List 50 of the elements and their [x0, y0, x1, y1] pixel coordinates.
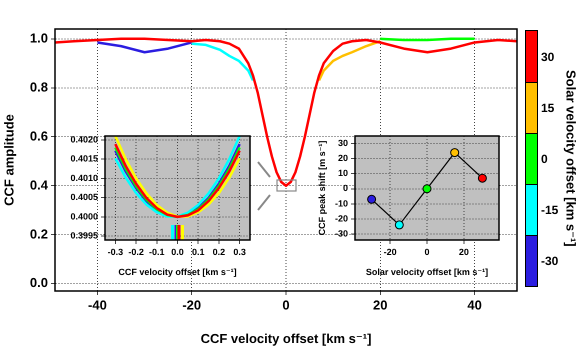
point — [450, 148, 460, 158]
y-tick-label: -10 — [334, 198, 348, 208]
legend-label: 0 — [541, 150, 548, 166]
y-tick-label: 0.4 — [30, 177, 49, 192]
x-tick-label: 0 — [424, 246, 430, 257]
legend-label: 30 — [541, 48, 554, 64]
point — [478, 174, 487, 183]
point — [394, 220, 404, 230]
x-tick-label: -0.3 — [108, 246, 124, 257]
x-tick-label: 0.2 — [212, 246, 226, 257]
y-tick-label: 20 — [338, 153, 348, 164]
point — [422, 184, 432, 194]
point — [367, 194, 376, 204]
x-tick-label: 20 — [373, 297, 388, 312]
x-tick-label: 0.3 — [233, 246, 246, 257]
x-tick-label: 20 — [458, 246, 469, 257]
x-tick-label: 0.1 — [192, 246, 204, 257]
y-tick-label: 0.4000 — [70, 211, 98, 222]
x-tick-label: 40 — [467, 297, 482, 312]
y-tick-label: 0.4020 — [70, 134, 98, 144]
y-tick-label: 0.3995 — [70, 230, 98, 241]
x-tick-label: 0 — [282, 297, 290, 312]
x-axis-title: Solar velocity offset [km s⁻¹] — [366, 267, 488, 278]
y-tick-label: 0.6 — [30, 128, 48, 144]
y-tick-label: -30 — [334, 228, 348, 238]
legend-title: Solar velocity offset [km s⁻¹] — [564, 70, 578, 247]
x-tick-label: -20 — [182, 297, 202, 312]
y-axis-title: CCF peak shift [m s⁻¹] — [316, 140, 327, 236]
legend-label: -30 — [541, 252, 558, 268]
legend-label: 15 — [541, 100, 554, 116]
y-axis-title: CCF amplitude — [1, 114, 16, 206]
y-tick-label: 30 — [338, 138, 348, 148]
x-axis-title: CCF velocity offset [km s⁻¹] — [200, 330, 372, 346]
y-tick-label: 0.8 — [30, 79, 48, 94]
y-tick-label: 1.0 — [30, 30, 48, 46]
y-tick-label: 10 — [338, 168, 348, 178]
legend-label: -15 — [541, 202, 558, 218]
x-tick-label: -40 — [88, 297, 107, 312]
x-tick-label: -0.1 — [149, 246, 165, 257]
y-tick-label: 0 — [342, 183, 348, 194]
x-tick-label: 0.0 — [171, 246, 184, 257]
x-axis-title: CCF velocity offset [km s⁻¹] — [118, 267, 237, 278]
y-tick-label: -20 — [334, 213, 348, 224]
x-tick-label: -20 — [384, 246, 397, 257]
y-tick-label: 0.4015 — [70, 154, 98, 164]
y-tick-label: 0.4005 — [70, 192, 98, 202]
y-tick-label: 0.4010 — [70, 172, 98, 183]
x-tick-label: -0.2 — [128, 246, 144, 257]
y-tick-label: 0.0 — [30, 275, 48, 290]
y-tick-label: 0.2 — [30, 226, 48, 242]
